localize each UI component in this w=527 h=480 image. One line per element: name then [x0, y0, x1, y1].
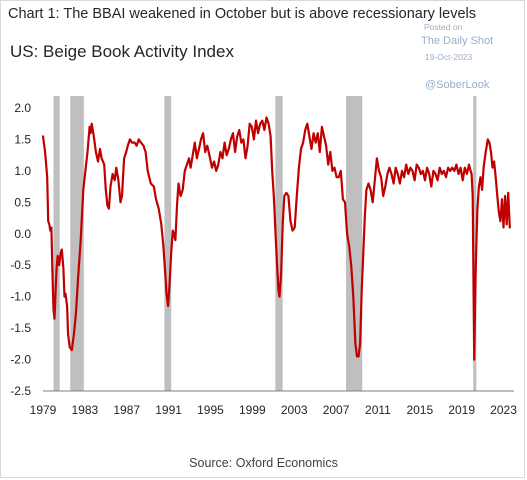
x-tick-label: 2003 [281, 403, 308, 417]
recession-bands [53, 96, 477, 391]
x-tick-label: 1999 [239, 403, 266, 417]
axes: 2.0 1.5 1.0 0.5 0.0 -0.5 -1.0 -1.5 -2.0 -2.5 1979 1… [10, 101, 517, 417]
y-tick-label: 0.5 [14, 195, 31, 209]
series-lines [41, 116, 511, 361]
x-tick-label: 2011 [365, 403, 391, 417]
watermark-handle: @SoberLook [425, 79, 490, 91]
source-note: Source: Oxford Economics [189, 456, 338, 470]
x-tick-label: 1983 [72, 403, 99, 417]
recession-band-3 [275, 96, 283, 391]
y-tick-label: -1.0 [10, 290, 31, 304]
recession-band-4 [346, 96, 363, 391]
y-tick-label: 0.0 [14, 227, 31, 241]
y-tick-label: 2.0 [14, 101, 31, 115]
watermark-date: 19-Oct-2023 [425, 52, 473, 62]
x-tick-label: 2007 [323, 403, 350, 417]
x-tick-label: 2023 [490, 403, 517, 417]
x-tick-label: 1991 [155, 403, 182, 417]
watermark-site: The Daily Shot [421, 35, 494, 47]
x-tick-label: 2015 [406, 403, 433, 417]
recession-band-0 [53, 96, 60, 391]
header-bar [1, 1, 524, 29]
x-tick-label: 1987 [113, 403, 140, 417]
recession-band-1 [70, 96, 84, 391]
y-tick-label: 1.0 [14, 164, 31, 178]
series-line-0 [41, 116, 511, 361]
y-tick-label: -2.0 [10, 353, 31, 367]
x-tick-label: 2019 [448, 403, 475, 417]
recession-band-2 [164, 96, 172, 391]
x-tick-label: 1979 [30, 403, 57, 417]
watermark-posted: Posted on [424, 22, 463, 32]
x-tick-label: 1995 [197, 403, 224, 417]
chart-title: US: Beige Book Activity Index [10, 42, 234, 61]
y-tick-label: -2.5 [10, 384, 31, 398]
y-tick-label: 1.5 [14, 132, 31, 146]
y-tick-label: -0.5 [10, 258, 31, 272]
y-tick-label: -1.5 [10, 321, 31, 335]
recession-band-5 [473, 96, 477, 391]
chart-header: Chart 1: The BBAI weakened in October bu… [8, 6, 477, 22]
